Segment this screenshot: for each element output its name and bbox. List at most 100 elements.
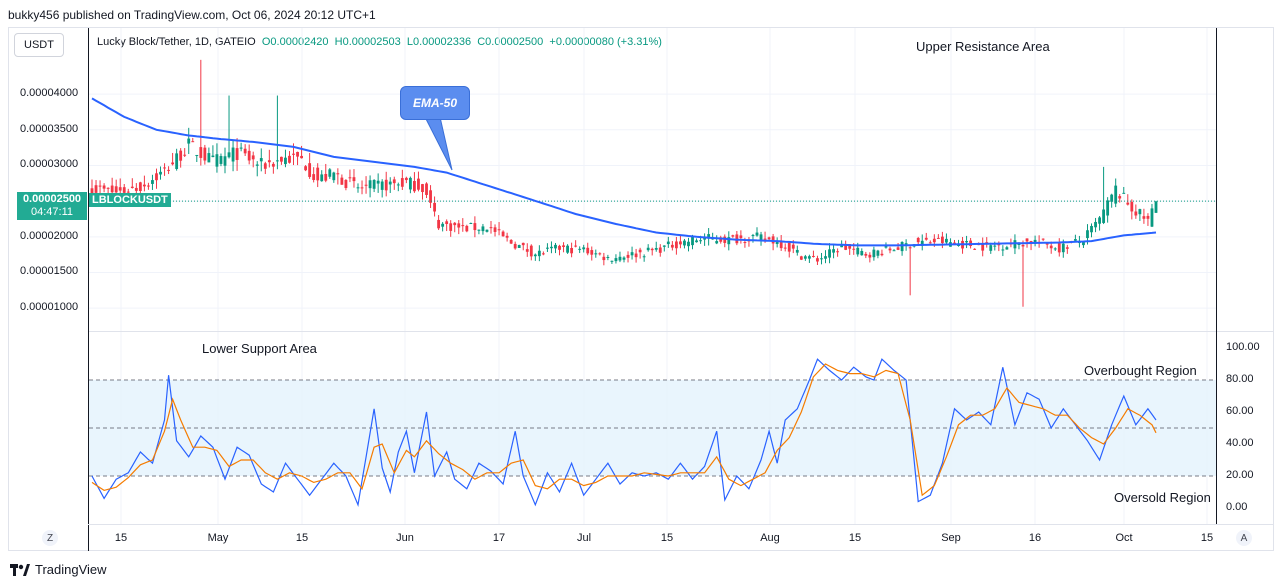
candle-body (408, 177, 412, 190)
candle-body (1090, 225, 1093, 233)
candle-body (235, 148, 239, 160)
candle-body (674, 241, 678, 249)
candle-body (1126, 202, 1130, 205)
candle-body (606, 256, 610, 258)
candle-body (529, 245, 533, 257)
time-tick-label: Jun (396, 532, 414, 544)
candle-body (437, 219, 441, 229)
candle-body (936, 237, 940, 239)
candle-body (683, 240, 686, 246)
candle-body (167, 169, 170, 171)
candle-body (832, 249, 835, 253)
candle-body (219, 156, 223, 164)
last-price-countdown: 04:47:11 (30, 206, 73, 218)
candle-body (916, 238, 920, 243)
brand-text: TradingView (35, 562, 107, 577)
candle-body (646, 247, 650, 251)
candle-body (598, 253, 602, 255)
candle-body (102, 185, 106, 189)
oscillator-fast-line (91, 358, 1157, 507)
candle-body (316, 167, 320, 181)
candle-body (868, 254, 872, 258)
candle-body (267, 160, 271, 163)
time-tick-label: 15 (295, 532, 309, 544)
candle-body (469, 223, 473, 225)
candle-body (227, 152, 231, 158)
candle-body (384, 179, 388, 191)
candle-body (183, 154, 187, 156)
price-tick-label: 0.00003000 (20, 158, 79, 171)
candle-body (348, 177, 352, 179)
candle-body (425, 183, 428, 195)
price-tick-label: 0.00002000 (20, 229, 79, 242)
candle-body (203, 147, 207, 161)
candle-body (795, 249, 799, 253)
candle-body (566, 245, 569, 253)
candle-body (147, 185, 150, 187)
candle-body (687, 241, 690, 247)
currency-unit-button[interactable]: USDT (14, 33, 64, 57)
candle-body (372, 179, 376, 189)
candle-body (791, 244, 795, 249)
price-tick-label: 0.00001000 (20, 301, 79, 314)
candle-body (630, 252, 634, 256)
candle-body (799, 256, 803, 260)
candle-body (755, 232, 759, 236)
candle-body (900, 241, 904, 252)
candle-body (421, 184, 424, 193)
time-tick-label: 15 (848, 532, 862, 544)
candle-body (546, 247, 549, 249)
candle-body (332, 172, 336, 181)
candle-body (320, 174, 324, 182)
candle-body (739, 235, 743, 239)
candle-body (582, 247, 586, 250)
candle-body (163, 167, 166, 169)
time-tick-label: Jul (576, 532, 592, 544)
candle-body (844, 244, 848, 250)
candle-body (852, 248, 856, 250)
candle-body (1110, 194, 1114, 202)
oscillator-lines (91, 358, 1157, 507)
candle-body (715, 241, 719, 244)
oscillator-tick-label: 80.00 (1226, 373, 1254, 385)
candle-body (288, 155, 291, 163)
candle-body (231, 147, 235, 162)
candle-body (417, 178, 420, 190)
candle-body (98, 185, 102, 187)
candle-body (493, 227, 497, 232)
candle-body (860, 250, 864, 256)
candle-body (525, 249, 529, 252)
auto-scale-button[interactable]: A (1236, 530, 1252, 546)
candle-body (570, 247, 574, 254)
candle-body (449, 223, 453, 231)
candle-body (312, 174, 316, 180)
candle-body (1142, 216, 1146, 219)
candle-body (626, 254, 630, 258)
candle-body (940, 236, 944, 244)
candle-body (130, 186, 134, 189)
candle-body (1138, 209, 1142, 215)
candle-body (259, 158, 263, 162)
candle-body (1094, 221, 1097, 228)
candle-body (296, 151, 299, 157)
candle-body (304, 166, 308, 171)
candle-body (215, 154, 219, 167)
candle-body (892, 250, 896, 252)
chart-frame (8, 27, 1274, 551)
candle-body (787, 242, 791, 252)
candle-body (775, 240, 779, 244)
candle-body (404, 177, 408, 181)
candle-body (300, 155, 303, 159)
candle-body (558, 245, 561, 250)
candle-body (207, 153, 211, 163)
candle-body (767, 237, 771, 240)
candle-body (807, 256, 811, 259)
candle-body (396, 184, 400, 186)
z-button[interactable]: Z (42, 530, 58, 546)
candle-body (142, 184, 146, 187)
candle-body (642, 256, 646, 258)
candle-body (1001, 249, 1005, 251)
candle-body (352, 177, 356, 182)
tradingview-logo-icon (10, 563, 30, 576)
